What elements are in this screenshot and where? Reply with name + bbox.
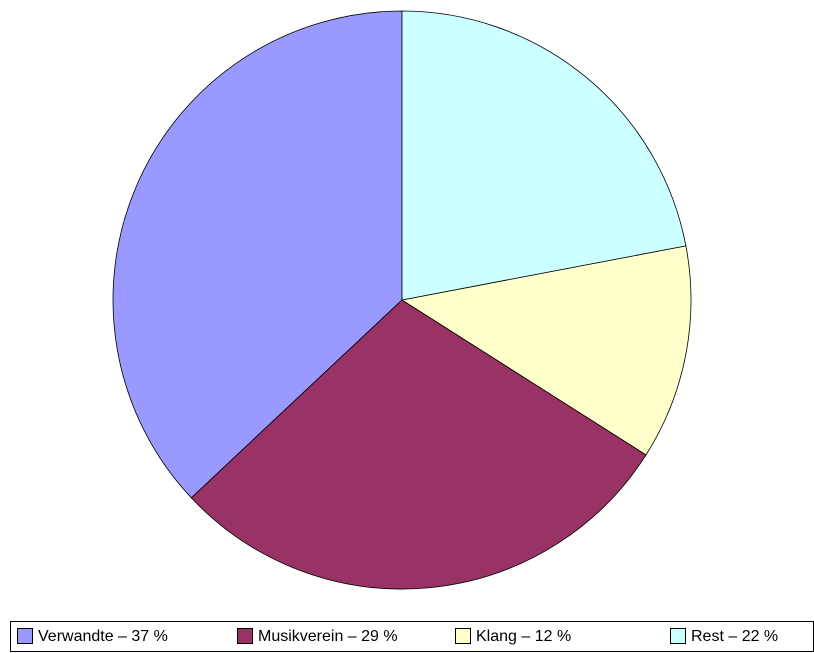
- pie-slice: [112, 10, 403, 499]
- legend-label: Verwandte – 37 %: [38, 628, 168, 645]
- legend-swatch: [455, 628, 471, 644]
- pie-slice: [400, 245, 692, 456]
- pie-slice: [401, 10, 687, 301]
- pie-slice: [190, 299, 647, 590]
- legend-swatch: [237, 628, 253, 644]
- legend-swatch: [670, 628, 686, 644]
- legend-label: Rest – 22 %: [691, 628, 778, 645]
- legend-label: Klang – 12 %: [476, 628, 571, 645]
- legend-label: Musikverein – 29 %: [258, 628, 398, 645]
- legend-swatch: [17, 628, 33, 644]
